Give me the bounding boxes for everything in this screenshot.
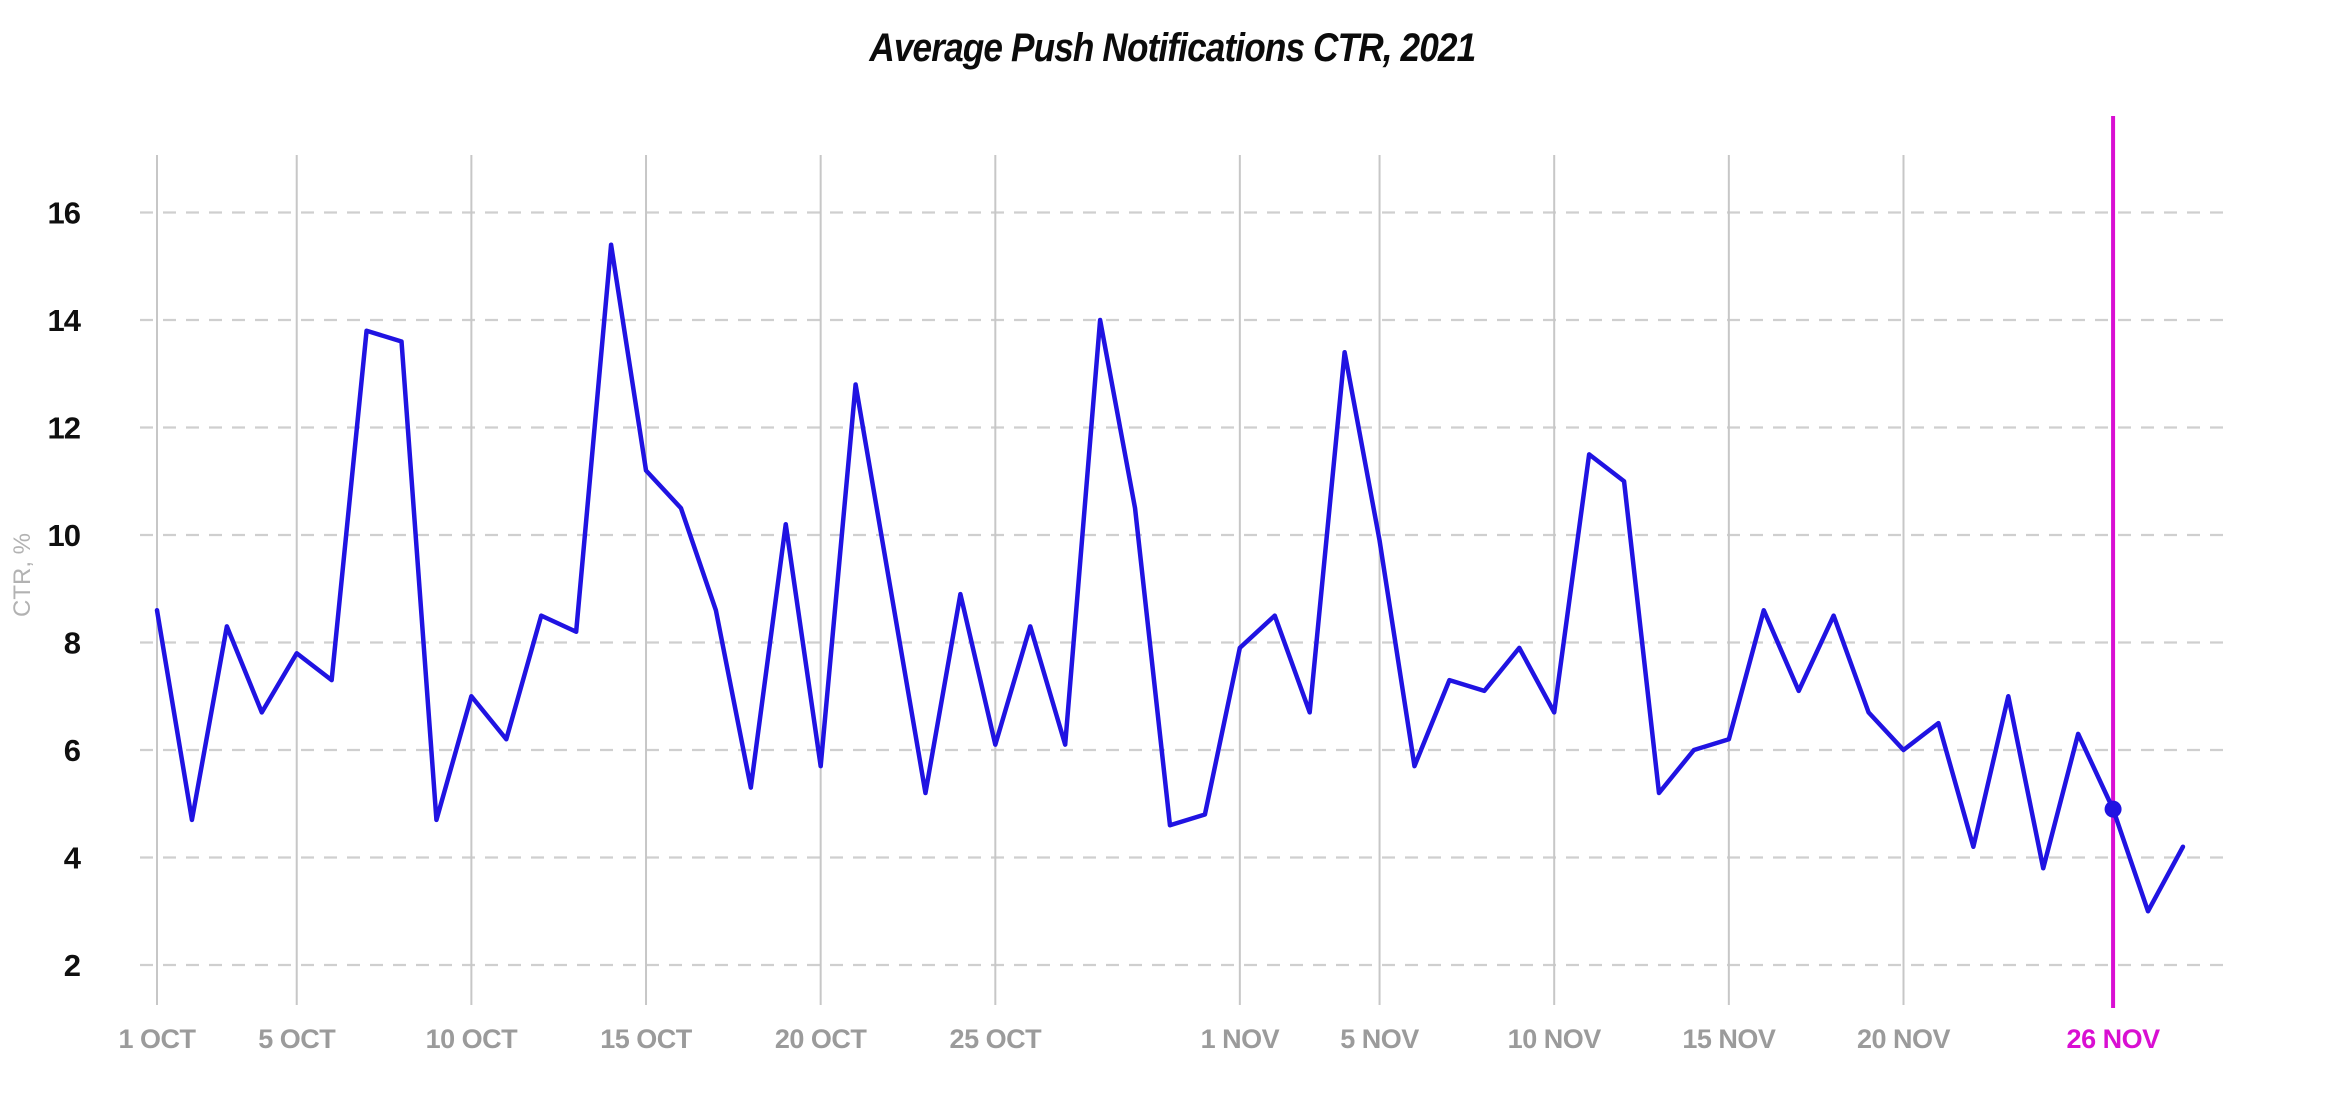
x-tick-label: 1 OCT [118, 1024, 196, 1054]
x-tick-label: 15 OCT [600, 1024, 693, 1054]
highlight-marker-dot [2104, 800, 2122, 818]
y-tick-label: 8 [64, 626, 81, 661]
x-tick-label-highlight: 26 NOV [2067, 1024, 2161, 1054]
x-tick-label: 15 NOV [1682, 1024, 1776, 1054]
y-tick-label: 10 [48, 518, 80, 553]
x-tick-label: 10 OCT [426, 1024, 519, 1054]
y-tick-label: 12 [48, 411, 80, 446]
x-axis-tick-labels: 1 OCT 5 OCT 10 OCT 15 OCT 20 OCT 25 OCT 1 NOV 5… [118, 1024, 2160, 1054]
x-tick-label: 5 NOV [1340, 1024, 1419, 1054]
x-tick-label: 25 OCT [950, 1024, 1043, 1054]
ctr-series-line [154, 242, 2186, 914]
y-axis-title: CTR, % [9, 533, 36, 617]
y-axis-tick-labels: 2 4 6 8 10 12 14 16 [48, 196, 83, 984]
x-tick-label: 10 NOV [1508, 1024, 1602, 1054]
y-tick-label: 6 [64, 733, 81, 768]
y-tick-label: 2 [64, 948, 80, 983]
ctr-series [154, 242, 2186, 914]
x-tick-label: 20 NOV [1857, 1024, 1951, 1054]
y-tick-label: 4 [64, 841, 82, 876]
chart-title: Average Push Notifications CTR, 2021 [869, 26, 1476, 70]
horizontal-gridlines [140, 211, 2231, 967]
vertical-gridlines [156, 116, 2116, 1008]
y-tick-label: 16 [48, 196, 81, 231]
chart-header: Average Push Notifications CTR, 2021 [0, 26, 2345, 71]
x-tick-label: 20 OCT [775, 1024, 868, 1054]
x-tick-label: 5 OCT [258, 1024, 336, 1054]
x-tick-label: 1 NOV [1201, 1024, 1280, 1054]
y-tick-label: 14 [48, 303, 82, 338]
